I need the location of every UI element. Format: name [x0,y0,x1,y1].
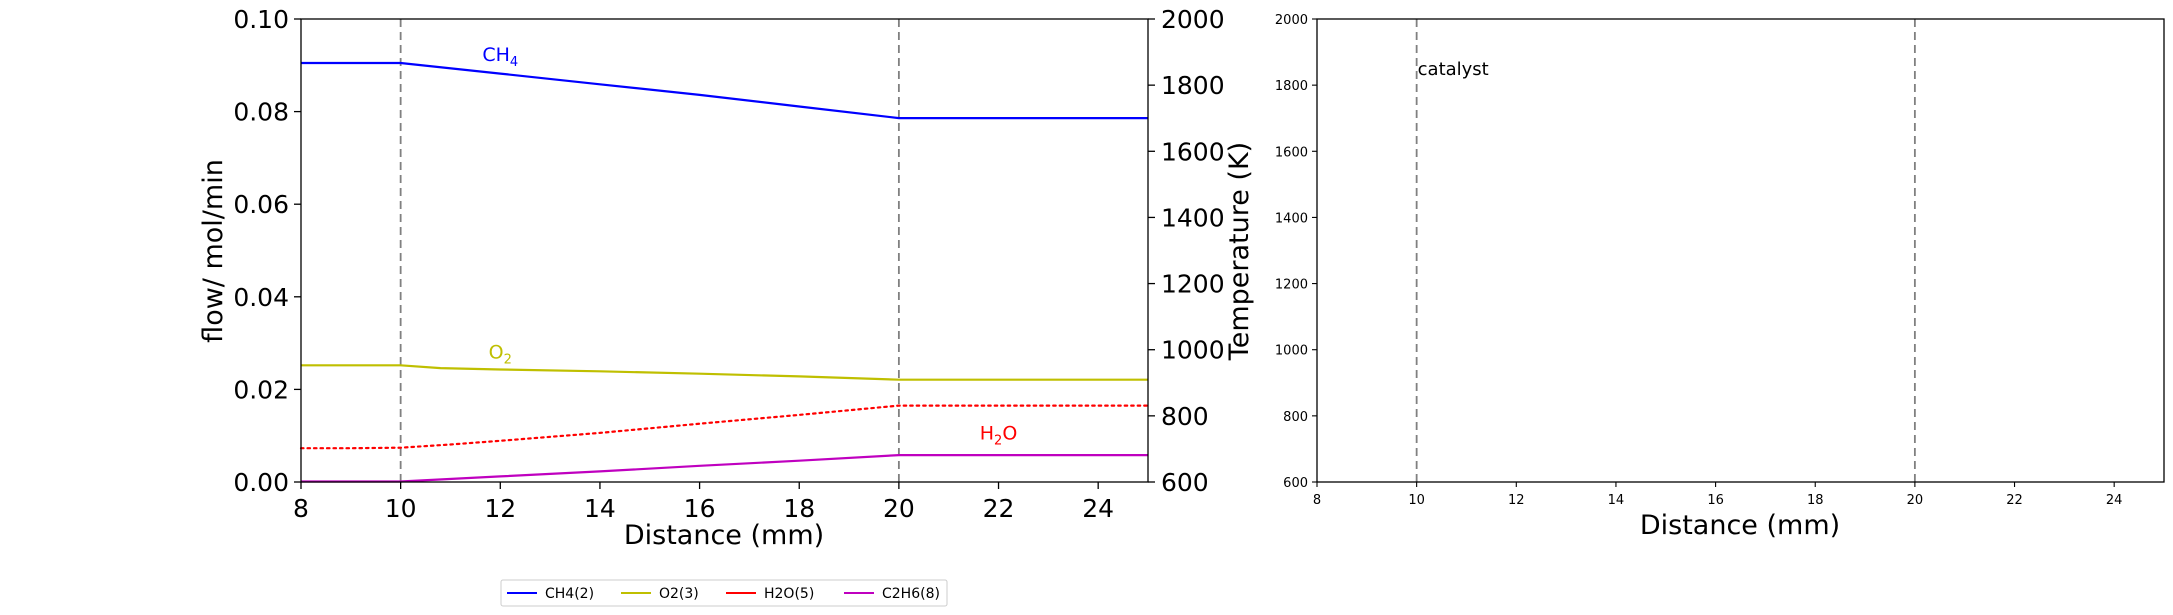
x-tick-label: 14 [1608,493,1625,508]
y2-tick-label: 1000 [1161,336,1225,365]
y-tick-label: 2000 [1275,13,1308,28]
y-tick-label: 600 [1283,476,1308,491]
y2-tick-label: 1800 [1161,71,1225,100]
catalyst-label: catalyst [1418,59,1489,80]
y2-axis-ticks: 600 800 1000 1200 1400 1600 1800 2000 [1148,5,1225,497]
y-tick-label: 1600 [1275,145,1308,160]
y-tick-label: 1800 [1275,79,1308,94]
legend-entries: CH4(2) O2(3) H2O(5) C2H6(8) [507,586,940,602]
y-tick-label: 1400 [1275,211,1308,226]
x-tick-label: 12 [484,494,516,523]
y-axis-label: flow/ mol/min [198,159,229,343]
y-axis-ticks: 600 800 1000 1200 1400 1600 1800 2000 [1275,13,1317,491]
y-axis-ticks: 0.00 0.02 0.04 0.06 0.08 0.10 [233,5,301,497]
y-tick-label: 800 [1283,410,1308,425]
plot-frame [1316,18,2165,483]
species-label: O2 [489,342,512,368]
x-axis-ticks: 8 10 12 14 16 18 20 22 24 [293,482,1114,523]
legend-label: C2H6(8) [882,586,940,602]
species-annotations: CH4 O2 H2O [482,44,1017,448]
x-tick-label: 8 [293,494,309,523]
x-tick-label: 14 [584,494,616,523]
series-line-h2o5 [299,404,1150,450]
series-line-o23 [301,364,1148,381]
legend-label: H2O(5) [764,586,814,602]
x-axis-ticks: 8 10 12 14 16 18 20 22 24 [1313,482,2123,508]
legend-box [500,579,948,607]
x-tick-label: 18 [1807,493,1824,508]
y-tick-label: 0.02 [233,375,289,404]
flow-chart: 8 10 12 14 16 18 20 22 24 0.000.020.040.060.080.… [198,5,1255,551]
x-tick-label: 20 [883,494,915,523]
y-tick-label: 0.00 [233,468,289,497]
temperature-chart: 8 10 12 14 16 18 20 22 24 600 800 1000 1200 1400 1600… [1275,13,2165,541]
y2-tick-label: 600 [1161,468,1209,497]
legend-label: O2(3) [659,586,699,602]
x-tick-label: 22 [983,494,1015,523]
y-tick-label: 0.08 [233,98,289,127]
x-axis-label: Distance (mm) [1640,510,1840,541]
x-tick-label: 18 [783,494,815,523]
chart-annotations: catalyst [1418,59,1489,80]
species-label: H2O [980,422,1018,448]
plot-frame [300,18,1149,483]
y2-tick-label: 800 [1161,402,1209,431]
x-tick-label: 16 [684,494,716,523]
y-tick-label: 0.04 [233,283,289,312]
x-tick-label: 10 [385,494,417,523]
x-axis-label: Distance (mm) [624,520,824,551]
y2-tick-label: 1200 [1161,270,1225,299]
x-tick-label: 20 [1907,493,1924,508]
series-lines [299,61,1150,483]
x-tick-label: 24 [2106,493,2123,508]
series-line-ch42 [301,61,1148,120]
y-tick-label: 0.10 [233,5,289,34]
y2-axis-label: Temperature (K) [1224,142,1255,361]
legend-label: CH4(2) [545,586,594,602]
x-tick-label: 10 [1408,493,1425,508]
x-tick-label: 12 [1508,493,1525,508]
x-tick-label: 24 [1082,494,1114,523]
x-tick-label: 22 [2006,493,2023,508]
x-tick-label: 8 [1313,493,1321,508]
legend: CH4(2) O2(3) H2O(5) C2H6(8) [500,579,948,607]
y2-tick-label: 2000 [1161,5,1225,34]
y-tick-label: 1200 [1275,278,1308,293]
y-tick-label: 1000 [1275,344,1308,359]
x-tick-label: 16 [1707,493,1724,508]
series-line-c2h68 [301,454,1148,483]
y-tick-label: 0.06 [233,190,289,219]
y2-tick-label: 1400 [1161,203,1225,232]
y2-tick-label: 1600 [1161,137,1225,166]
species-label: CH4 [482,44,518,70]
